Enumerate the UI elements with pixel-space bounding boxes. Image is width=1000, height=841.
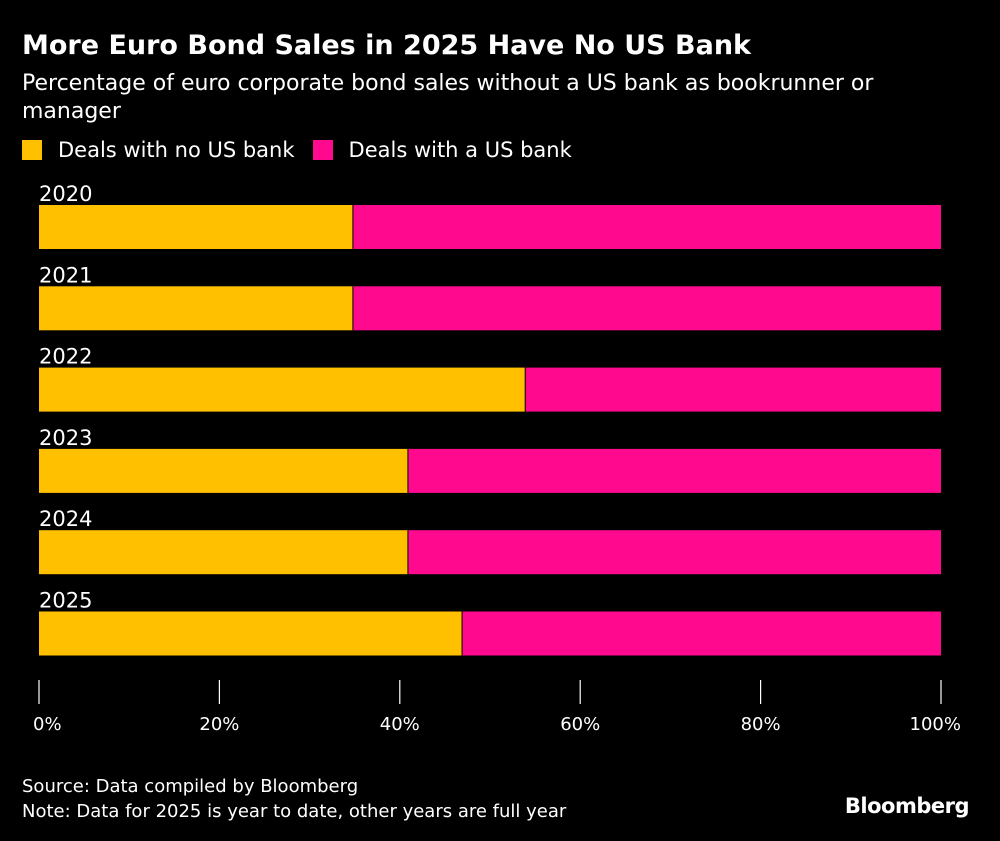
legend-item-with-us-bank: Deals with a US bank [312, 138, 572, 162]
bar-2020-no-us-bank [39, 205, 353, 249]
source-note: Source: Data compiled by Bloomberg [22, 776, 359, 797]
bar-2023-with-us-bank [407, 448, 942, 493]
category-label-2022: 2022 [39, 345, 92, 369]
bar-2025-with-us-bank [462, 611, 941, 656]
x-tick-label-60: 60% [560, 714, 600, 735]
bar-2022-with-us-bank [525, 367, 941, 412]
chart-title: More Euro Bond Sales in 2025 Have No US … [22, 30, 751, 61]
bar-2024-no-us-bank [39, 530, 408, 575]
legend-item-no-us-bank: Deals with no US bank [22, 138, 295, 162]
category-label-2021: 2021 [39, 263, 92, 287]
legend-swatch-no-us-bank [22, 140, 42, 160]
chart-legend: Deals with no US bank Deals with a US ba… [22, 138, 590, 162]
bar-2021-no-us-bank [39, 286, 353, 331]
bar-2023-no-us-bank [39, 448, 408, 493]
legend-label-with-us-bank: Deals with a US bank [348, 138, 572, 162]
bar-2020-with-us-bank [352, 205, 941, 249]
bloomberg-logo: Bloomberg [844, 794, 970, 818]
category-label-2020: 2020 [39, 182, 92, 206]
category-label-2025: 2025 [39, 589, 92, 613]
category-label-2024: 2024 [39, 507, 92, 531]
x-tick-label-80: 80% [741, 714, 781, 735]
data-note: Note: Data for 2025 is year to date, oth… [22, 801, 567, 822]
legend-label-no-us-bank: Deals with no US bank [58, 138, 295, 162]
x-tick-label-100: 100% [910, 714, 961, 735]
chart-subtitle: Percentage of euro corporate bond sales … [22, 71, 874, 124]
bar-chart: 2020 2021 2022 2023 2024 2025 0% 20% 40% 60% 80% 10… [33, 182, 961, 735]
bar-2025-no-us-bank [39, 611, 463, 656]
bar-2024-with-us-bank [407, 530, 942, 575]
legend-swatch-with-us-bank [312, 140, 333, 160]
x-tick-label-20: 20% [199, 714, 239, 735]
bar-2022-no-us-bank [39, 367, 526, 412]
chart-footer: Source: Data compiled by Bloomberg Note:… [22, 774, 566, 824]
category-label-2023: 2023 [39, 426, 92, 450]
x-tick-label-0: 0% [33, 714, 62, 735]
bar-2021-with-us-bank [352, 286, 941, 331]
x-tick-label-40: 40% [380, 714, 420, 735]
